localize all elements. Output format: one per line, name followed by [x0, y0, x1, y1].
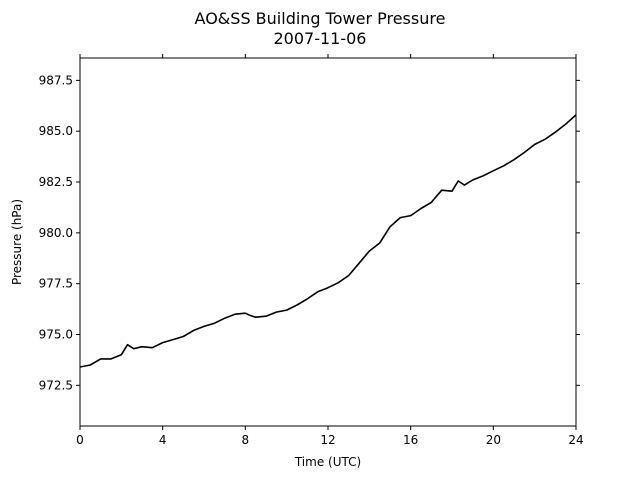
x-tick-label: 20 — [486, 433, 501, 447]
y-tick-label: 972.5 — [39, 378, 73, 392]
y-tick-label: 982.5 — [39, 175, 73, 189]
x-tick-label: 0 — [76, 433, 84, 447]
x-tick-label: 8 — [242, 433, 250, 447]
y-axis-label: Pressure (hPa) — [10, 199, 24, 285]
chart-subtitle: 2007-11-06 — [274, 29, 367, 48]
axis-ticks: 0 4 8 12 16 20 24 972.5 975.0 977.5 980.0 982.5 985.… — [39, 54, 584, 447]
y-tick-label: 980.0 — [39, 226, 73, 240]
x-tick-label: 16 — [403, 433, 418, 447]
chart-title: AO&SS Building Tower Pressure — [195, 9, 446, 28]
y-tick-label: 987.5 — [39, 73, 73, 87]
y-tick-label: 985.0 — [39, 124, 73, 138]
plot-frame — [79, 57, 577, 427]
y-tick-label: 975.0 — [39, 328, 73, 342]
x-tick-label: 24 — [568, 433, 583, 447]
x-axis-label: Time (UTC) — [294, 455, 361, 469]
y-tick-label: 977.5 — [39, 277, 73, 291]
pressure-series-line — [79, 114, 577, 368]
x-tick-label: 4 — [159, 433, 167, 447]
x-tick-label: 12 — [320, 433, 335, 447]
